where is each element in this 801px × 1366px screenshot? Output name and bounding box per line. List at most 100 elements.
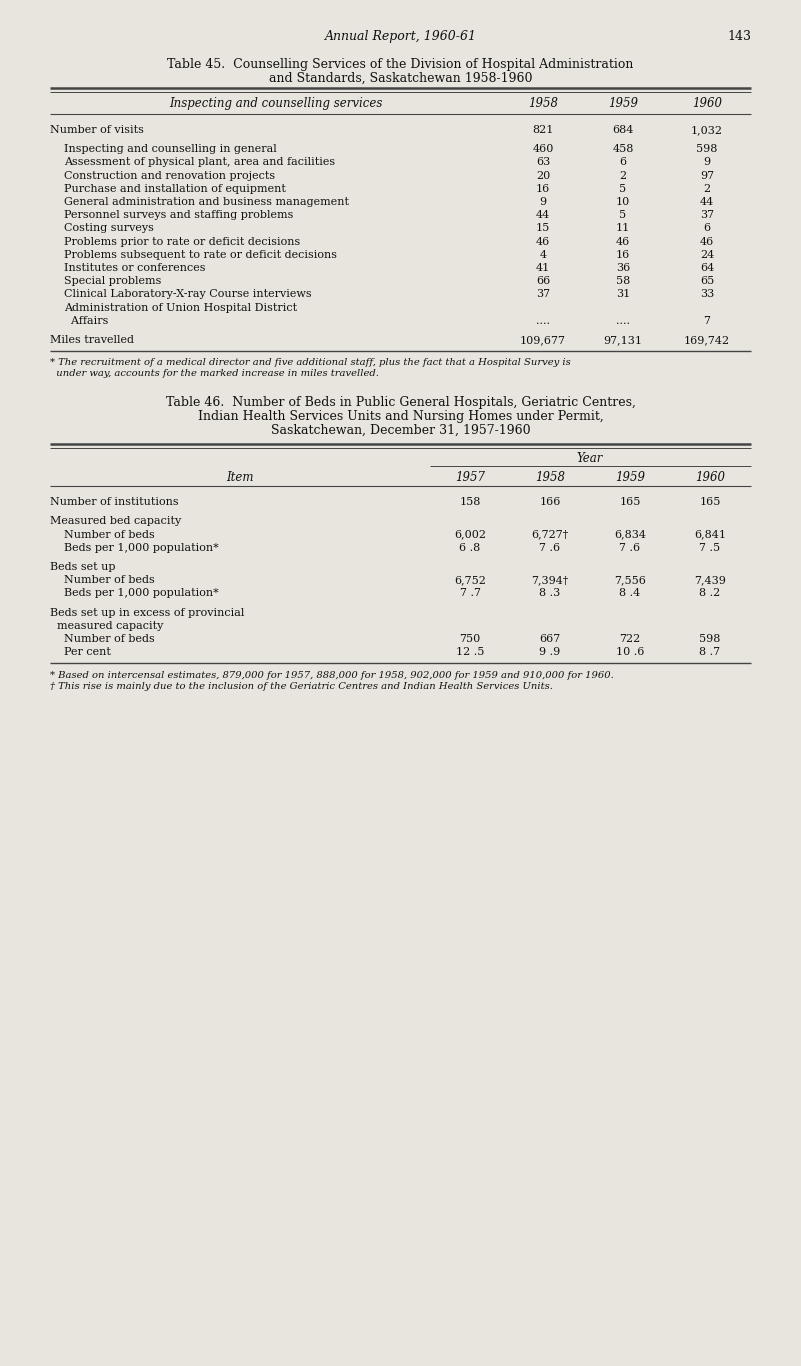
Text: Per cent: Per cent	[64, 647, 111, 657]
Text: General administration and business management: General administration and business mana…	[64, 197, 349, 208]
Text: Number of visits: Number of visits	[50, 126, 144, 135]
Text: 1958: 1958	[535, 471, 565, 484]
Text: Institutes or conferences: Institutes or conferences	[64, 264, 206, 273]
Text: Table 46.  Number of Beds in Public General Hospitals, Geriatric Centres,: Table 46. Number of Beds in Public Gener…	[166, 396, 635, 410]
Text: 8 .4: 8 .4	[619, 589, 641, 598]
Text: and Standards, Saskatchewan 1958-1960: and Standards, Saskatchewan 1958-1960	[269, 72, 532, 85]
Text: 63: 63	[536, 157, 550, 168]
Text: Affairs: Affairs	[64, 316, 108, 326]
Text: 9: 9	[539, 197, 546, 208]
Text: Number of beds: Number of beds	[64, 634, 155, 643]
Text: 6,002: 6,002	[454, 530, 486, 540]
Text: 821: 821	[533, 126, 553, 135]
Text: 64: 64	[700, 264, 714, 273]
Text: 58: 58	[616, 276, 630, 287]
Text: 44: 44	[700, 197, 714, 208]
Text: Problems subsequent to rate or deficit decisions: Problems subsequent to rate or deficit d…	[64, 250, 337, 260]
Text: 7,439: 7,439	[694, 575, 726, 585]
Text: 46: 46	[616, 236, 630, 247]
Text: 37: 37	[700, 210, 714, 220]
Text: 10 .6: 10 .6	[616, 647, 644, 657]
Text: 165: 165	[619, 497, 641, 507]
Text: 46: 46	[700, 236, 714, 247]
Text: 598: 598	[699, 634, 721, 643]
Text: 46: 46	[536, 236, 550, 247]
Text: 7 .6: 7 .6	[539, 542, 561, 553]
Text: 66: 66	[536, 276, 550, 287]
Text: Special problems: Special problems	[64, 276, 161, 287]
Text: 109,677: 109,677	[520, 335, 566, 346]
Text: 6 .8: 6 .8	[460, 542, 481, 553]
Text: 97: 97	[700, 171, 714, 180]
Text: 5: 5	[619, 184, 626, 194]
Text: 458: 458	[612, 145, 634, 154]
Text: 1,032: 1,032	[691, 126, 723, 135]
Text: 2: 2	[703, 184, 710, 194]
Text: 7 .7: 7 .7	[460, 589, 481, 598]
Text: Number of beds: Number of beds	[64, 575, 155, 585]
Text: 6: 6	[619, 157, 626, 168]
Text: Indian Health Services Units and Nursing Homes under Permit,: Indian Health Services Units and Nursing…	[198, 410, 603, 423]
Text: Costing surveys: Costing surveys	[64, 224, 154, 234]
Text: 8 .2: 8 .2	[699, 589, 721, 598]
Text: 11: 11	[616, 224, 630, 234]
Text: Inspecting and counselling services: Inspecting and counselling services	[169, 97, 383, 111]
Text: Measured bed capacity: Measured bed capacity	[50, 516, 181, 526]
Text: 5: 5	[619, 210, 626, 220]
Text: Saskatchewan, December 31, 1957-1960: Saskatchewan, December 31, 1957-1960	[271, 425, 530, 437]
Text: 1959: 1959	[615, 471, 645, 484]
Text: 6: 6	[703, 224, 710, 234]
Text: ....: ....	[616, 316, 630, 326]
Text: 598: 598	[696, 145, 718, 154]
Text: 165: 165	[699, 497, 721, 507]
Text: Item: Item	[226, 471, 254, 484]
Text: 166: 166	[539, 497, 561, 507]
Text: Beds set up in excess of provincial: Beds set up in excess of provincial	[50, 608, 244, 617]
Text: 37: 37	[536, 290, 550, 299]
Text: 6,752: 6,752	[454, 575, 486, 585]
Text: under way, accounts for the marked increase in miles travelled.: under way, accounts for the marked incre…	[50, 369, 379, 378]
Text: Beds set up: Beds set up	[50, 561, 115, 572]
Text: 4: 4	[539, 250, 546, 260]
Text: 1957: 1957	[455, 471, 485, 484]
Text: 2: 2	[619, 171, 626, 180]
Text: 31: 31	[616, 290, 630, 299]
Text: Purchase and installation of equipment: Purchase and installation of equipment	[64, 184, 286, 194]
Text: Personnel surveys and staffing problems: Personnel surveys and staffing problems	[64, 210, 293, 220]
Text: * The recruitment of a medical director and five additional staff, plus the fact: * The recruitment of a medical director …	[50, 358, 571, 367]
Text: 20: 20	[536, 171, 550, 180]
Text: 41: 41	[536, 264, 550, 273]
Text: 8 .7: 8 .7	[699, 647, 721, 657]
Text: 12 .5: 12 .5	[456, 647, 484, 657]
Text: 9: 9	[703, 157, 710, 168]
Text: 7 .5: 7 .5	[699, 542, 721, 553]
Text: Miles travelled: Miles travelled	[50, 335, 134, 346]
Text: 1960: 1960	[692, 97, 722, 111]
Text: 460: 460	[533, 145, 553, 154]
Text: Problems prior to rate or deficit decisions: Problems prior to rate or deficit decisi…	[64, 236, 300, 247]
Text: 750: 750	[460, 634, 481, 643]
Text: Administration of Union Hospital District: Administration of Union Hospital Distric…	[64, 303, 297, 313]
Text: 1958: 1958	[528, 97, 558, 111]
Text: Number of beds: Number of beds	[64, 530, 155, 540]
Text: 16: 16	[536, 184, 550, 194]
Text: 33: 33	[700, 290, 714, 299]
Text: Beds per 1,000 population*: Beds per 1,000 population*	[64, 542, 219, 553]
Text: 10: 10	[616, 197, 630, 208]
Text: 6,727†: 6,727†	[531, 530, 569, 540]
Text: 15: 15	[536, 224, 550, 234]
Text: 36: 36	[616, 264, 630, 273]
Text: Assessment of physical plant, area and facilities: Assessment of physical plant, area and f…	[64, 157, 335, 168]
Text: ....: ....	[536, 316, 550, 326]
Text: 7,394†: 7,394†	[531, 575, 569, 585]
Text: Inspecting and counselling in general: Inspecting and counselling in general	[64, 145, 277, 154]
Text: Number of institutions: Number of institutions	[50, 497, 179, 507]
Text: 169,742: 169,742	[684, 335, 730, 346]
Text: Beds per 1,000 population*: Beds per 1,000 population*	[64, 589, 219, 598]
Text: Clinical Laboratory-X-ray Course interviews: Clinical Laboratory-X-ray Course intervi…	[64, 290, 312, 299]
Text: 7: 7	[703, 316, 710, 326]
Text: Construction and renovation projects: Construction and renovation projects	[64, 171, 275, 180]
Text: 1960: 1960	[695, 471, 725, 484]
Text: Annual Report, 1960-61: Annual Report, 1960-61	[324, 30, 477, 42]
Text: † This rise is mainly due to the inclusion of the Geriatric Centres and Indian H: † This rise is mainly due to the inclusi…	[50, 683, 553, 691]
